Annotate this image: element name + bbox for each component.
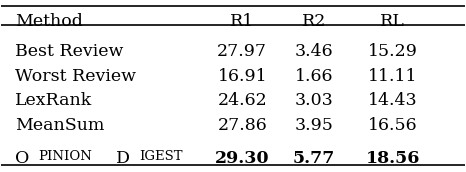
Text: R2: R2 (302, 13, 326, 30)
Text: MeanSum: MeanSum (15, 117, 105, 134)
Text: 29.30: 29.30 (215, 150, 269, 167)
Text: 27.97: 27.97 (217, 43, 267, 60)
Text: R1: R1 (230, 13, 254, 30)
Text: Best Review: Best Review (15, 43, 123, 60)
Text: LexRank: LexRank (15, 92, 93, 109)
Text: 18.56: 18.56 (366, 150, 420, 167)
Text: 11.11: 11.11 (368, 68, 418, 85)
Text: RL: RL (380, 13, 405, 30)
Text: O: O (15, 150, 30, 167)
Text: 3.46: 3.46 (295, 43, 333, 60)
Text: 1.66: 1.66 (295, 68, 333, 85)
Text: D: D (116, 150, 130, 167)
Text: 3.95: 3.95 (295, 117, 334, 134)
Text: IGEST: IGEST (139, 150, 183, 163)
Text: 24.62: 24.62 (218, 92, 267, 109)
Text: 27.86: 27.86 (218, 117, 267, 134)
Text: 16.91: 16.91 (218, 68, 267, 85)
Text: 14.43: 14.43 (368, 92, 418, 109)
Text: 5.77: 5.77 (293, 150, 335, 167)
Text: 16.56: 16.56 (368, 117, 418, 134)
Text: Worst Review: Worst Review (15, 68, 136, 85)
Text: PINION: PINION (39, 150, 92, 163)
Text: 15.29: 15.29 (368, 43, 418, 60)
Text: 3.03: 3.03 (295, 92, 334, 109)
Text: Method: Method (15, 13, 83, 30)
